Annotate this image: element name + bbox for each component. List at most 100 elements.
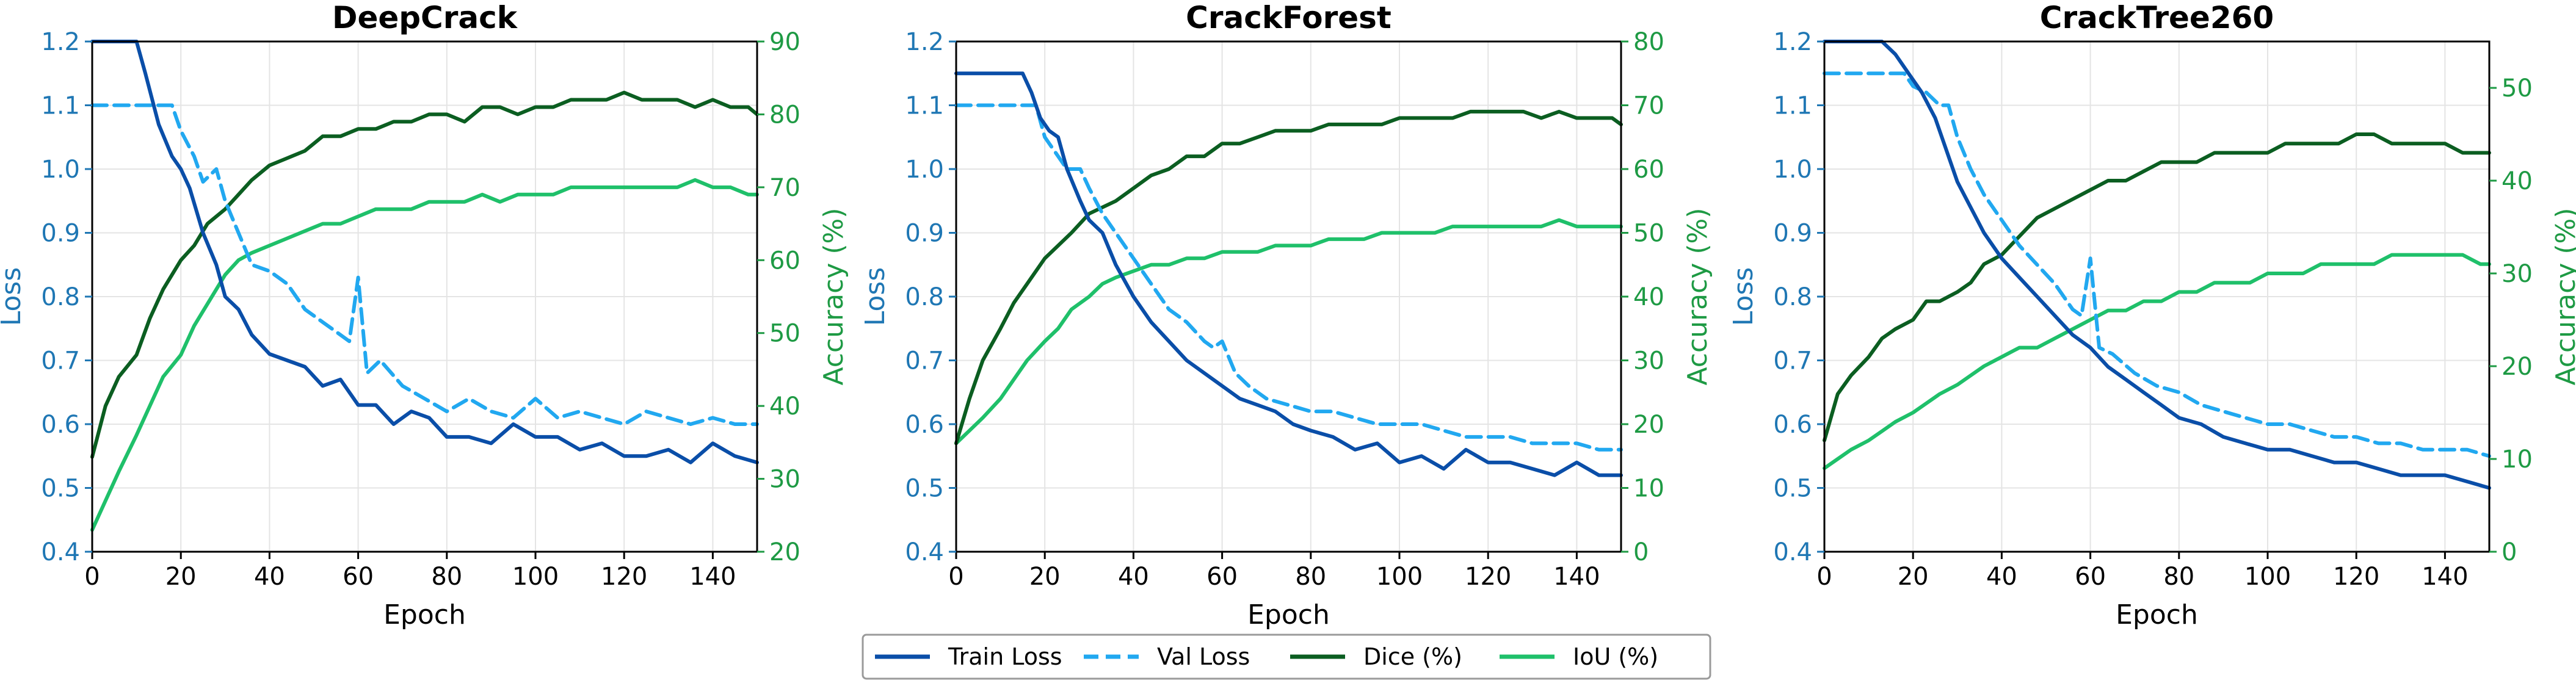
x-tick-label: 20 [165, 563, 197, 591]
x-tick-label: 60 [2075, 563, 2106, 591]
x-tick-label: 80 [2163, 563, 2194, 591]
legend-label-dice: Dice (%) [1363, 643, 1462, 670]
y-left-tick-label: 0.9 [1773, 220, 1812, 248]
legend-label-train-loss: Train Loss [948, 643, 1062, 670]
y-right-tick-label: 40 [1633, 283, 1664, 311]
y-left-tick-label: 0.7 [1773, 347, 1812, 375]
y-left-axis-label: Loss [860, 267, 891, 327]
series-train-loss-line [1823, 40, 2491, 490]
y-left-tick-label: 0.6 [1773, 411, 1812, 439]
y-right-tick-label: 0 [1633, 538, 1649, 566]
series-val-loss-line [90, 103, 759, 426]
x-tick-label: 120 [601, 563, 647, 591]
y-right-tick-label: 50 [769, 320, 800, 348]
y-right-axis-label: Accuracy (%) [818, 208, 849, 385]
y-left-tick-label: 0.4 [1773, 538, 1812, 566]
y-right-tick-label: 30 [769, 466, 800, 494]
series-dice-line [90, 90, 759, 459]
x-tick-label: 60 [1206, 563, 1238, 591]
y-right-tick-label: 20 [769, 538, 800, 566]
x-tick-label: 100 [2244, 563, 2291, 591]
series-iou-line [1823, 253, 2491, 471]
y-right-tick-label: 30 [2502, 260, 2533, 288]
y-left-tick-label: 1.1 [41, 92, 80, 120]
x-axis-label: Epoch [383, 599, 466, 630]
x-tick-label: 0 [948, 563, 963, 591]
series-iou-line [954, 218, 1623, 446]
y-left-tick-label: 0.9 [41, 220, 80, 248]
series-train-loss-line [954, 71, 1623, 477]
y-left-tick-label: 1.1 [905, 92, 944, 120]
y-right-tick-label: 70 [769, 174, 800, 202]
y-left-tick-label: 0.5 [41, 475, 80, 503]
series-dice-line [954, 109, 1623, 446]
x-tick-label: 100 [512, 563, 559, 591]
panel-title: DeepCrack [332, 0, 518, 35]
y-right-tick-label: 50 [1633, 220, 1664, 248]
series-val-loss-line [1823, 71, 2491, 458]
y-left-tick-label: 0.8 [41, 283, 80, 311]
y-right-tick-label: 0 [2502, 538, 2517, 566]
x-axis-label: Epoch [1247, 599, 1330, 630]
x-tick-label: 0 [1816, 563, 1832, 591]
y-left-tick-label: 1.0 [905, 156, 944, 184]
y-left-tick-label: 1.1 [1773, 92, 1812, 120]
y-right-tick-label: 80 [1633, 28, 1664, 56]
x-tick-label: 140 [2422, 563, 2468, 591]
x-tick-label: 40 [1986, 563, 2017, 591]
y-right-tick-label: 40 [769, 392, 800, 421]
series-train-loss-line [90, 40, 759, 464]
x-tick-label: 120 [2333, 563, 2379, 591]
y-right-tick-label: 10 [1633, 475, 1664, 503]
y-left-tick-label: 1.0 [1773, 156, 1812, 184]
y-left-tick-label: 0.6 [41, 411, 80, 439]
y-left-tick-label: 0.8 [905, 283, 944, 311]
y-left-axis-label: Loss [0, 267, 27, 327]
x-tick-label: 100 [1376, 563, 1423, 591]
y-right-tick-label: 20 [2502, 353, 2533, 381]
series-dice-line [1823, 132, 2491, 442]
y-left-tick-label: 0.9 [905, 220, 944, 248]
x-tick-label: 40 [1118, 563, 1149, 591]
y-left-axis-label: Loss [1728, 267, 1759, 327]
x-tick-label: 80 [1295, 563, 1326, 591]
y-right-axis-label: Accuracy (%) [2550, 208, 2576, 385]
y-right-axis-label: Accuracy (%) [1682, 208, 1713, 385]
y-left-tick-label: 1.0 [41, 156, 80, 184]
x-tick-label: 140 [689, 563, 736, 591]
y-right-tick-label: 60 [1633, 156, 1664, 184]
y-left-tick-label: 0.4 [41, 538, 80, 566]
legend-label-iou: IoU (%) [1573, 643, 1658, 670]
y-left-tick-label: 0.6 [905, 411, 944, 439]
y-right-tick-label: 60 [769, 247, 800, 275]
panel-1: 0 20 40 60 80 100 120 140 0.4 0.5 0.6 0.7 0.8 0.9 1.0 1… [0, 0, 849, 630]
y-right-tick-label: 20 [1633, 411, 1664, 439]
y-right-tick-label: 70 [1633, 92, 1664, 120]
y-right-tick-label: 10 [2502, 446, 2533, 474]
panel-title: CrackForest [1186, 0, 1391, 35]
panel-3: 0 20 40 60 80 100 120 1400.40.50.60.70.80.91.01… [1728, 0, 2576, 630]
series-iou-line [90, 178, 759, 532]
x-axis-label: Epoch [2116, 599, 2198, 630]
panel-title: CrackTree260 [2040, 0, 2274, 35]
panel-2: 0 20 40 60 80 100 120 1400.40.50.60.70.80.91.01… [860, 0, 1713, 630]
x-tick-label: 60 [343, 563, 374, 591]
y-right-tick-label: 50 [2502, 74, 2533, 103]
y-right-tick-label: 80 [769, 101, 800, 129]
y-left-tick-label: 0.5 [1773, 475, 1812, 503]
y-left-tick-label: 0.8 [1773, 283, 1812, 311]
y-left-tick-label: 0.5 [905, 475, 944, 503]
x-tick-label: 20 [1898, 563, 1929, 591]
y-left-tick-label: 0.4 [905, 538, 944, 566]
y-left-tick-label: 0.7 [905, 347, 944, 375]
x-tick-label: 20 [1029, 563, 1061, 591]
x-tick-label: 40 [254, 563, 285, 591]
y-right-tick-label: 90 [769, 28, 800, 56]
y-right-tick-label: 30 [1633, 347, 1664, 375]
x-tick-label: 0 [84, 563, 100, 591]
y-right-tick-label: 40 [2502, 167, 2533, 195]
y-left-tick-label: 1.2 [1773, 28, 1812, 56]
legend-label-val-loss: Val Loss [1157, 643, 1250, 670]
legend-box [862, 634, 1711, 680]
